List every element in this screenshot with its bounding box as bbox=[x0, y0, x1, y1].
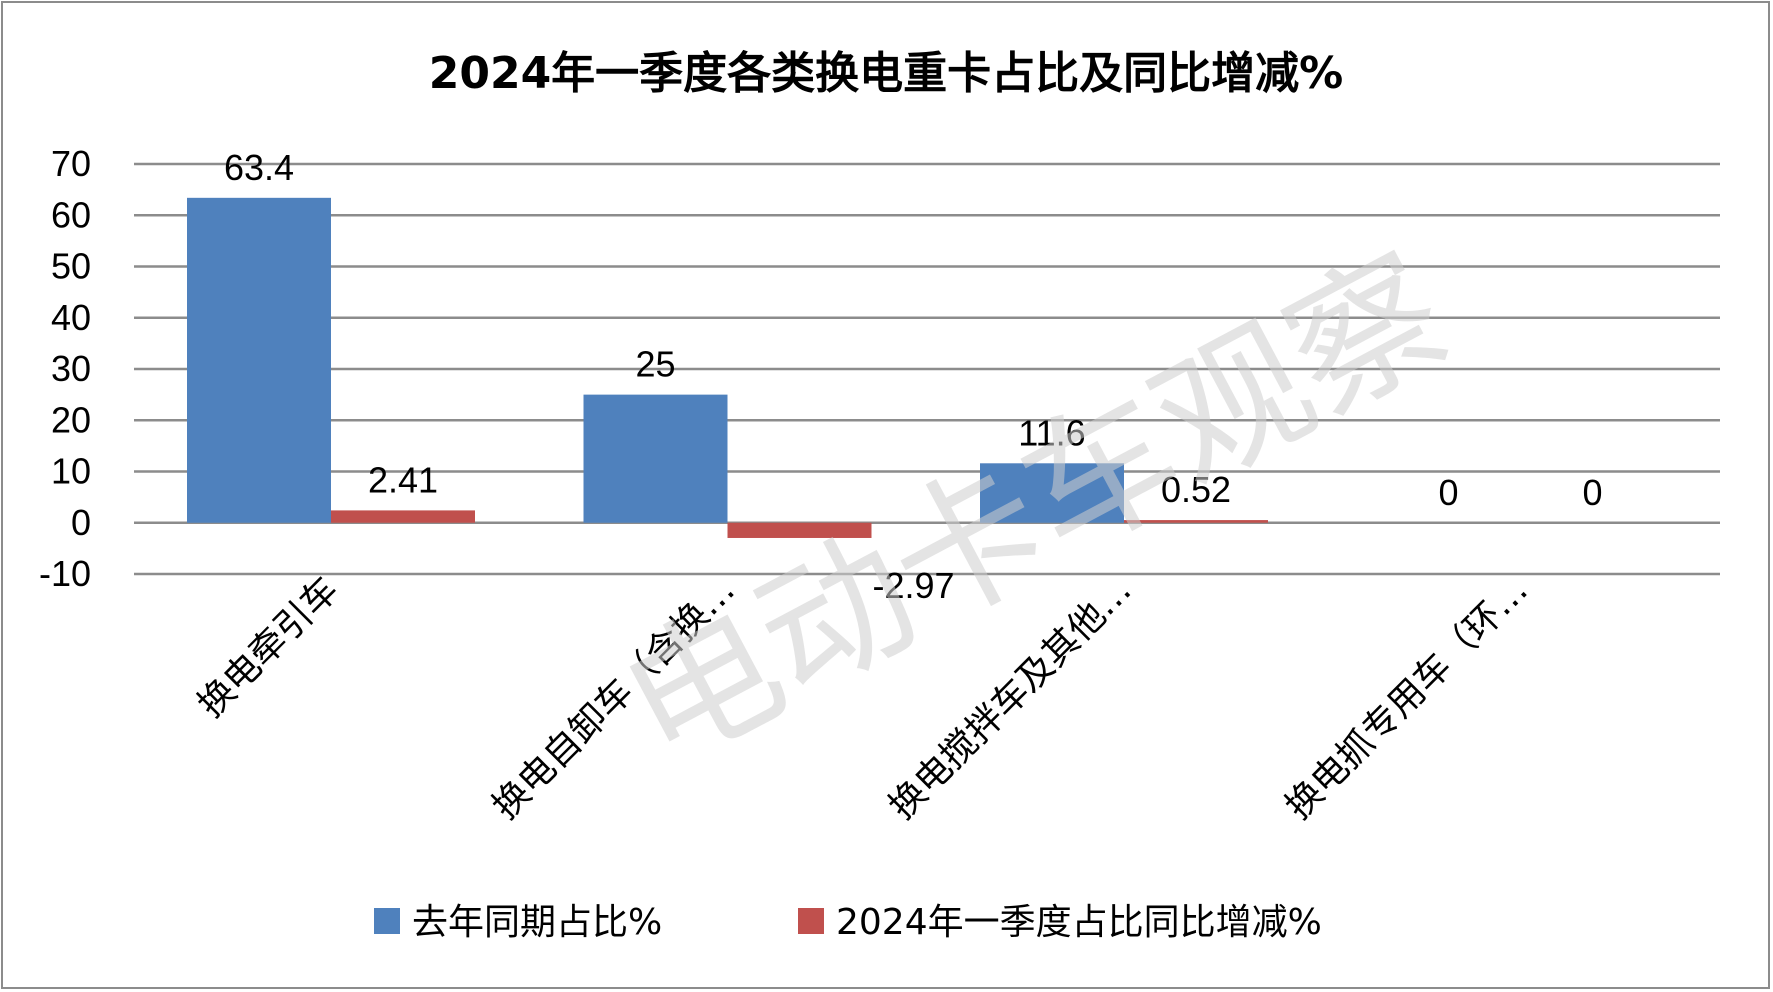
gridlines bbox=[134, 162, 1720, 576]
legend-swatch bbox=[798, 908, 824, 934]
data-label: 0 bbox=[1438, 472, 1458, 513]
bar-yoy-change bbox=[727, 522, 872, 538]
watermark: 电动卡车观察 bbox=[597, 223, 1473, 799]
data-label: 0.52 bbox=[1161, 469, 1231, 510]
y-tick-label: 20 bbox=[51, 399, 91, 440]
data-label: -2.97 bbox=[872, 565, 954, 606]
bar-last-year bbox=[980, 463, 1124, 523]
bar-yoy-change bbox=[331, 510, 475, 523]
legend-label: 去年同期占比% bbox=[412, 902, 662, 943]
y-tick-label: 10 bbox=[51, 451, 91, 492]
legend-swatch bbox=[374, 908, 400, 934]
data-label: 25 bbox=[635, 344, 675, 385]
y-tick-label: -10 bbox=[39, 553, 91, 594]
y-tick-label: 30 bbox=[51, 348, 91, 389]
bars bbox=[187, 197, 1268, 538]
y-tick-label: 70 bbox=[51, 143, 91, 184]
y-axis-ticks: 70 60 50 40 30 20 10 0 -10 bbox=[39, 143, 91, 594]
data-label: 0 bbox=[1582, 472, 1602, 513]
data-label: 2.41 bbox=[368, 459, 438, 500]
y-tick-label: 0 bbox=[71, 502, 91, 543]
data-label: 11.6 bbox=[1018, 412, 1085, 453]
data-labels: 63.4 25 11.6 0 2.41 -2.97 0.52 0 bbox=[224, 147, 1603, 606]
legend-label: 2024年一季度占比同比增减% bbox=[836, 902, 1322, 943]
chart-title: 2024年一季度各类换电重卡占比及同比增减% bbox=[429, 48, 1344, 99]
y-tick-label: 40 bbox=[51, 297, 91, 338]
bar-yoy-change bbox=[1124, 520, 1268, 523]
y-tick-label: 60 bbox=[51, 194, 91, 235]
legend: 去年同期占比% 2024年一季度占比同比增减% bbox=[374, 902, 1322, 943]
bar-last-year bbox=[187, 197, 331, 523]
data-label: 63.4 bbox=[224, 147, 294, 188]
y-tick-label: 50 bbox=[51, 246, 91, 287]
category-label: 换电抓专用车（环… bbox=[1278, 569, 1536, 827]
category-label: 换电牵引车 bbox=[190, 569, 346, 725]
bar-last-year bbox=[583, 394, 728, 523]
